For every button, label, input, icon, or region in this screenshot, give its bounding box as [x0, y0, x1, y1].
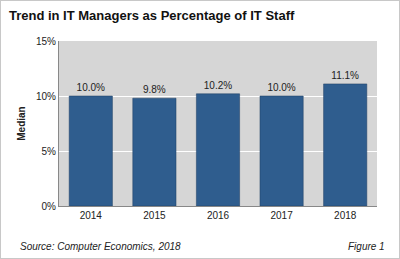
- svg-text:10.2%: 10.2%: [204, 80, 232, 91]
- svg-text:5%: 5%: [42, 146, 57, 157]
- svg-text:2015: 2015: [143, 210, 166, 221]
- svg-text:2016: 2016: [207, 210, 230, 221]
- svg-text:Figure 1: Figure 1: [348, 241, 385, 252]
- svg-text:Median: Median: [16, 106, 27, 140]
- svg-text:15%: 15%: [36, 36, 56, 47]
- svg-text:10.0%: 10.0%: [77, 82, 105, 93]
- svg-text:2017: 2017: [270, 210, 293, 221]
- svg-text:9.8%: 9.8%: [143, 84, 166, 95]
- svg-text:10%: 10%: [36, 91, 56, 102]
- svg-text:11.1%: 11.1%: [331, 70, 359, 81]
- svg-text:2018: 2018: [334, 210, 357, 221]
- svg-text:10.0%: 10.0%: [267, 82, 295, 93]
- svg-text:2014: 2014: [80, 210, 103, 221]
- svg-text:Source: Computer Economics, 20: Source: Computer Economics, 2018: [20, 241, 181, 252]
- svg-text:Trend in IT Managers as Percen: Trend in IT Managers as Percentage of IT…: [9, 8, 295, 23]
- svg-text:0%: 0%: [42, 201, 57, 212]
